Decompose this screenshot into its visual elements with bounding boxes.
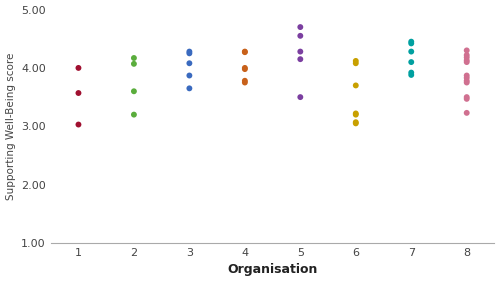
- Point: [352, 61, 360, 65]
- Point: [241, 66, 249, 70]
- Point: [352, 59, 360, 63]
- Point: [296, 34, 304, 38]
- Point: [462, 53, 470, 57]
- Point: [241, 49, 249, 54]
- Point: [462, 60, 470, 64]
- Point: [296, 25, 304, 29]
- Point: [462, 73, 470, 78]
- Point: [296, 49, 304, 54]
- Point: [407, 41, 415, 46]
- Point: [186, 86, 194, 91]
- Point: [462, 58, 470, 63]
- Y-axis label: Supporting Well-Being score: Supporting Well-Being score: [6, 53, 16, 200]
- Point: [296, 57, 304, 61]
- Point: [352, 120, 360, 124]
- Point: [352, 111, 360, 116]
- Point: [462, 78, 470, 83]
- Point: [241, 78, 249, 83]
- Point: [241, 50, 249, 54]
- Point: [462, 80, 470, 85]
- Point: [130, 61, 138, 66]
- Point: [462, 97, 470, 101]
- Point: [186, 51, 194, 56]
- Point: [407, 60, 415, 64]
- Point: [462, 76, 470, 80]
- Point: [462, 111, 470, 115]
- Point: [407, 39, 415, 44]
- Point: [241, 67, 249, 71]
- Point: [241, 80, 249, 85]
- Point: [352, 83, 360, 88]
- Point: [462, 55, 470, 60]
- Point: [462, 48, 470, 53]
- Point: [130, 56, 138, 60]
- X-axis label: Organisation: Organisation: [228, 263, 318, 276]
- Point: [186, 61, 194, 65]
- Point: [407, 73, 415, 77]
- Point: [462, 95, 470, 99]
- Point: [74, 66, 82, 70]
- Point: [352, 121, 360, 125]
- Point: [407, 70, 415, 75]
- Point: [407, 49, 415, 54]
- Point: [130, 112, 138, 117]
- Point: [186, 73, 194, 78]
- Point: [130, 89, 138, 94]
- Point: [74, 91, 82, 95]
- Point: [296, 95, 304, 99]
- Point: [352, 112, 360, 117]
- Point: [74, 122, 82, 127]
- Point: [186, 49, 194, 54]
